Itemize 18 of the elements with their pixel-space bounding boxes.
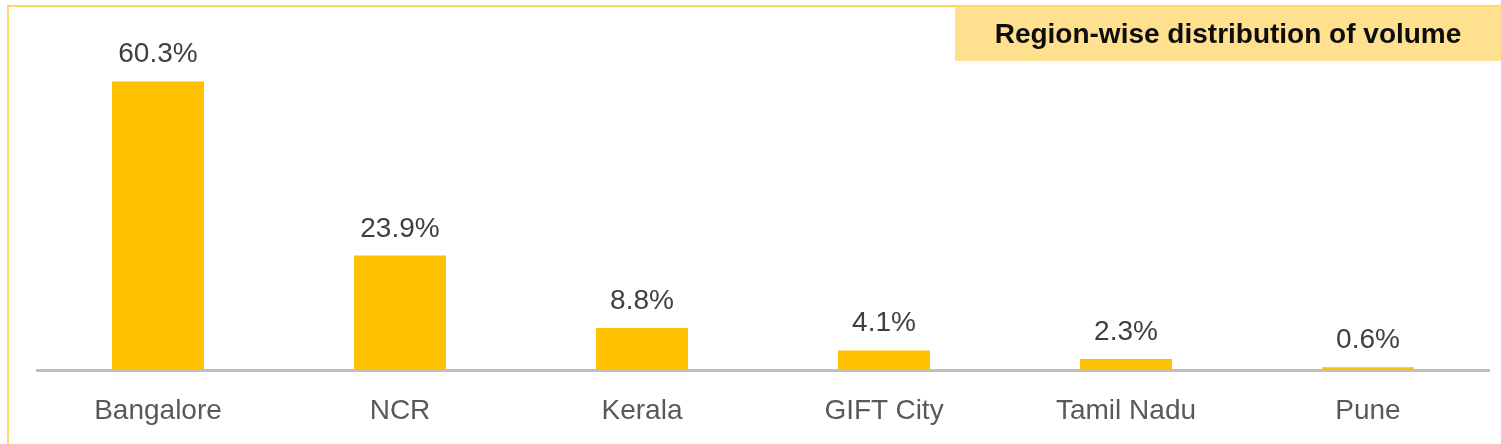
x-tick-label: Bangalore [94, 393, 222, 425]
bar [1322, 367, 1414, 370]
data-label: 8.8% [610, 283, 674, 315]
data-label: 2.3% [1094, 314, 1158, 346]
bar [354, 255, 446, 370]
bar [596, 327, 688, 370]
x-tick-label: Pune [1335, 393, 1401, 425]
bar [838, 350, 930, 370]
x-tick-label: Kerala [601, 393, 683, 425]
x-tick-label: GIFT City [824, 393, 944, 425]
data-label: 60.3% [118, 37, 198, 69]
data-label: 23.9% [360, 211, 440, 243]
data-label: 0.6% [1336, 323, 1400, 355]
x-tick-label: NCR [369, 393, 431, 425]
bar [112, 81, 204, 370]
data-label: 4.1% [852, 306, 916, 338]
x-tick-label: Tamil Nadu [1055, 393, 1197, 425]
bar [1080, 358, 1172, 370]
